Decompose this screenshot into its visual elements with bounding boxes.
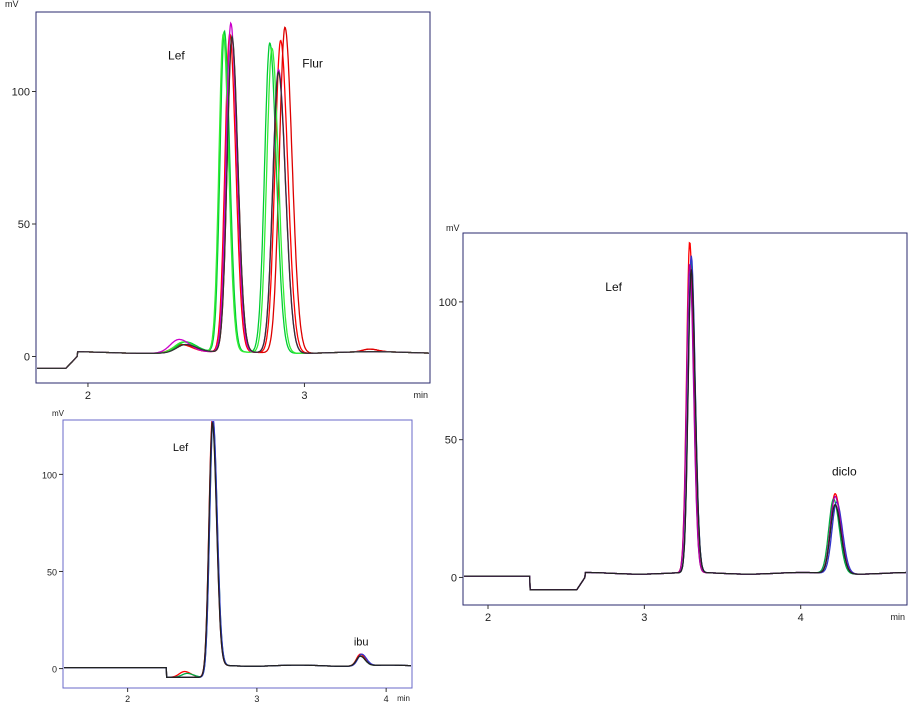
plot-frame (462, 232, 908, 606)
x-tick-label: 2 (85, 390, 91, 402)
peak-label-lef: Lef (173, 442, 189, 454)
y-tick-label: 0 (24, 352, 30, 364)
y-tick-label: 100 (42, 470, 57, 480)
trace-4 (64, 422, 411, 678)
y-tick-label: 50 (47, 567, 57, 577)
y-tick-label: 100 (439, 297, 457, 309)
plot-frame (62, 419, 413, 689)
peak-label-diclo: diclo (832, 464, 857, 478)
x-tick-label: 3 (641, 612, 647, 624)
y-tick-label: 0 (52, 665, 57, 675)
x-axis-unit: min (413, 390, 428, 400)
x-axis-unit: min (397, 694, 410, 703)
x-tick-label: 3 (254, 694, 259, 704)
y-tick-label: 0 (451, 572, 457, 584)
y-tick-label: 100 (12, 87, 30, 99)
trace-5 (464, 269, 906, 591)
peak-label-flur: Flur (302, 57, 323, 71)
trace-6 (37, 34, 429, 370)
peak-label-ibu: ibu (354, 636, 369, 648)
chromatogram-panel-2: mV 0 50 100 2 3 4 min Lef ibu (42, 409, 413, 704)
y-axis-unit: mV (52, 409, 65, 418)
y-tick-label: 50 (18, 219, 30, 231)
y-axis-unit: mV (5, 0, 19, 9)
x-tick-label: 2 (125, 694, 130, 704)
chromatogram-panel-3: mV 0 50 100 2 3 4 min Lef diclo (439, 223, 908, 624)
peak-label-lef: Lef (605, 280, 622, 294)
trace-1 (37, 32, 429, 370)
chromatogram-panel-1: mV 0 50 100 2 3 min Lef Flur (5, 0, 431, 402)
x-tick-label: 4 (384, 694, 389, 704)
plot-frame (35, 11, 431, 384)
y-axis-unit: mV (446, 223, 460, 233)
x-tick-label: 4 (798, 612, 804, 624)
y-tick-label: 50 (445, 435, 457, 447)
x-axis-unit: min (890, 612, 905, 622)
x-tick-label: 3 (301, 390, 307, 402)
peak-label-lef: Lef (168, 49, 185, 63)
x-tick-label: 2 (485, 612, 491, 624)
